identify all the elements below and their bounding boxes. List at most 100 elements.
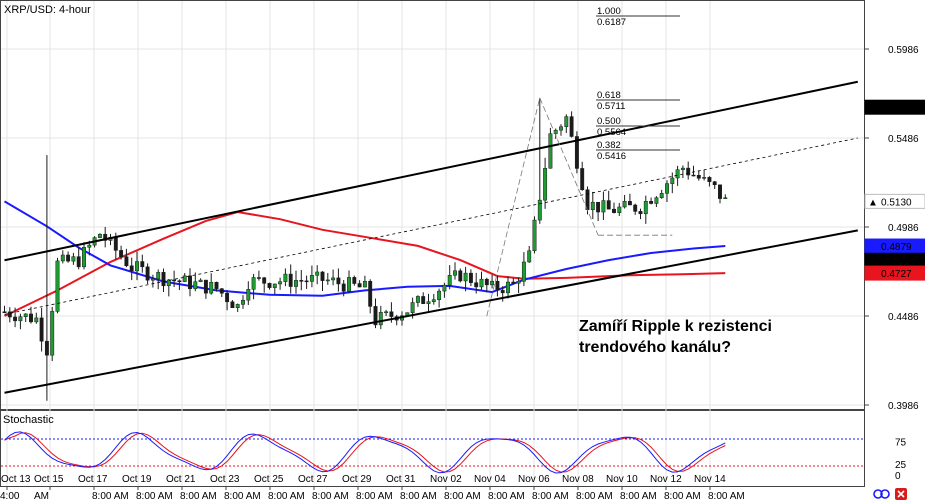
candle-body bbox=[256, 277, 261, 279]
x-time-label: 8:00 AM bbox=[180, 491, 217, 502]
x-date-label: Oct 21 bbox=[166, 474, 196, 485]
candle-body bbox=[410, 302, 415, 313]
candle-body bbox=[182, 275, 187, 282]
candle-body bbox=[7, 311, 12, 318]
candle-body bbox=[617, 206, 622, 213]
price-badge-bg bbox=[864, 193, 925, 209]
candle-body bbox=[156, 272, 161, 280]
candle-body bbox=[474, 282, 479, 288]
candle-body bbox=[145, 266, 150, 281]
candle-body bbox=[723, 197, 728, 200]
candle-body bbox=[272, 283, 277, 288]
candle-body bbox=[511, 281, 516, 284]
x-date-label: Nov 02 bbox=[430, 474, 462, 485]
candle-body bbox=[214, 281, 219, 289]
candle-body bbox=[288, 273, 293, 287]
candle-body bbox=[283, 273, 288, 282]
candle-body bbox=[29, 313, 33, 323]
x-date-label: Nov 10 bbox=[606, 474, 638, 485]
candle-body bbox=[500, 290, 505, 294]
fib-ratio-label: 0.618 bbox=[597, 90, 621, 101]
candle-body bbox=[193, 281, 198, 290]
x-date-label: Oct 19 bbox=[122, 474, 152, 485]
fib-ratio-label: 0.500 bbox=[597, 116, 621, 127]
candle-body bbox=[161, 272, 166, 287]
stochastic-tick-label: 75 bbox=[895, 437, 907, 448]
x-time-label: 8:00 AM bbox=[356, 491, 393, 502]
link-icon[interactable] bbox=[873, 489, 890, 499]
candle-body bbox=[516, 281, 521, 284]
candle-body bbox=[463, 272, 468, 282]
candle-body bbox=[559, 126, 563, 131]
fib-ratio-label: 0.382 bbox=[597, 140, 621, 151]
candle-body bbox=[251, 277, 256, 290]
candle-body bbox=[670, 177, 675, 184]
candle-body bbox=[564, 116, 569, 127]
candle-body bbox=[97, 233, 102, 238]
ma-red-line bbox=[4, 210, 726, 317]
candle-body bbox=[331, 277, 336, 281]
candle-body bbox=[442, 284, 447, 292]
channel-lower-line bbox=[4, 229, 858, 394]
candle-body bbox=[309, 275, 314, 282]
candle-body bbox=[60, 254, 65, 262]
candle-body bbox=[649, 201, 654, 204]
price-badge-label: 0.4799 bbox=[881, 256, 912, 267]
x-date-label: Oct 23 bbox=[210, 474, 240, 485]
fib-swing-line bbox=[539, 97, 599, 236]
y-tick-label: 0.4486 bbox=[888, 312, 919, 323]
candle-body bbox=[431, 299, 436, 302]
candle-body bbox=[23, 313, 28, 317]
candle-body bbox=[633, 204, 638, 212]
stochastic-tick-label: 25 bbox=[895, 460, 907, 471]
x-date-label: Nov 06 bbox=[518, 474, 550, 485]
candle-body bbox=[447, 275, 452, 286]
candle-body bbox=[569, 116, 574, 137]
candle-body bbox=[691, 174, 696, 177]
close-icon[interactable] bbox=[895, 488, 907, 500]
candle-body bbox=[453, 270, 457, 276]
candle-body bbox=[320, 271, 325, 281]
x-time-label: 8:00 AM bbox=[488, 491, 525, 502]
candle-body bbox=[188, 275, 192, 290]
x-date-label: Nov 04 bbox=[474, 474, 506, 485]
candle-body bbox=[368, 280, 373, 307]
price-badge-marker: ▲ bbox=[868, 197, 878, 208]
channel-upper-line bbox=[4, 80, 859, 262]
candle-body bbox=[140, 261, 145, 268]
x-date-label: Oct 13 bbox=[1, 474, 31, 485]
x-date-label: Oct 29 bbox=[342, 474, 372, 485]
fib-price-label: 0.5416 bbox=[597, 151, 626, 162]
fib-price-label: 0.6187 bbox=[597, 17, 626, 28]
x-date-label: Nov 14 bbox=[694, 474, 726, 485]
candle-body bbox=[543, 167, 548, 201]
candle-body bbox=[235, 304, 240, 309]
candle-body bbox=[548, 133, 553, 169]
fib-price-label: 0.5711 bbox=[597, 101, 625, 112]
candle-body bbox=[580, 168, 585, 190]
candle-body bbox=[590, 201, 595, 210]
candle-body bbox=[389, 311, 394, 317]
price-badge-label: 0.5130 bbox=[881, 197, 912, 208]
candle-body bbox=[596, 201, 601, 213]
candle-body bbox=[315, 271, 320, 276]
candle-body bbox=[166, 279, 171, 287]
candle-body bbox=[532, 219, 537, 251]
price-badge: 0.4727 bbox=[864, 265, 925, 281]
price-badge: ▲ 0.5130 bbox=[864, 193, 925, 209]
candle-body bbox=[574, 136, 579, 169]
candle-body bbox=[665, 183, 669, 194]
candle-body bbox=[150, 278, 155, 281]
price-axis: 0.5986 0.5486 0.4986 0.4486 0.3986 0.5659 ▲ 0.5… bbox=[864, 45, 925, 412]
x-date-label: Oct 17 bbox=[78, 474, 108, 485]
x-date-label: Oct 27 bbox=[298, 474, 328, 485]
candle-body bbox=[203, 279, 208, 294]
candle-body bbox=[76, 256, 81, 268]
x-date-label: Nov 12 bbox=[650, 474, 682, 485]
x-time-label: 8:00 AM bbox=[92, 491, 129, 502]
candle-body bbox=[209, 281, 214, 294]
candle-body bbox=[638, 211, 643, 215]
candle-body bbox=[490, 280, 495, 286]
candle-body bbox=[680, 167, 685, 170]
candle-body bbox=[357, 283, 362, 288]
